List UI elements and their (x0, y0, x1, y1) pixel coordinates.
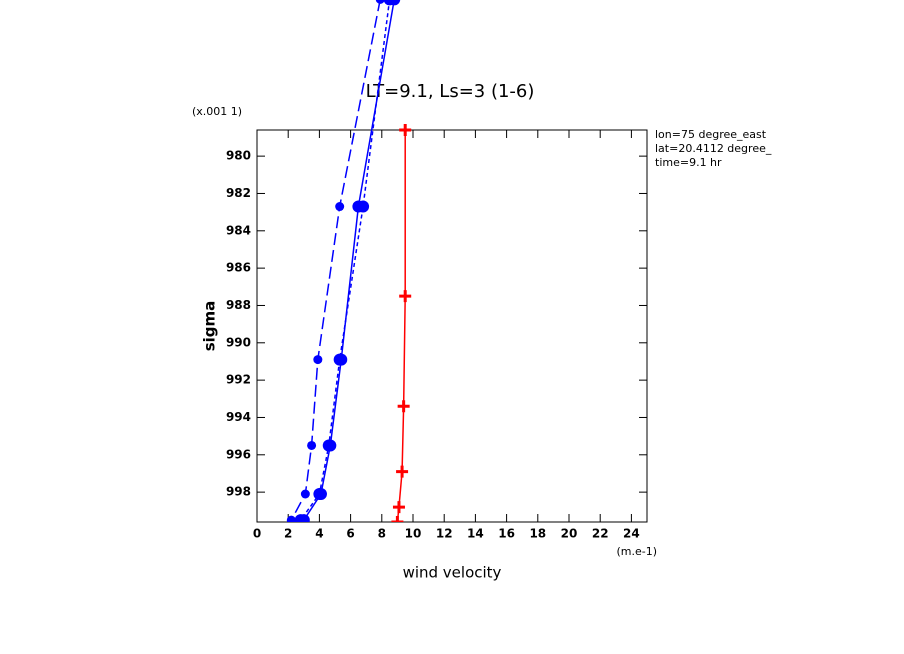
point-marker (313, 488, 326, 500)
x-tick-label: 16 (498, 527, 515, 541)
y-tick-label: 996 (226, 447, 251, 461)
y-tick-label: 998 (226, 485, 251, 499)
point-marker (335, 202, 345, 212)
chart-title: LT=9.1, Ls=3 (1-6) (366, 81, 535, 102)
x-tick-label: 24 (623, 527, 640, 541)
x-axis-label: wind velocity (403, 564, 502, 582)
x-tick-label: 8 (378, 527, 386, 541)
y-tick-label: 982 (226, 186, 251, 200)
point-marker (392, 501, 405, 514)
y-tick-label: 994 (226, 410, 251, 424)
point-marker (307, 440, 317, 450)
point-marker (397, 400, 410, 413)
x-unit: (m.e-1) (616, 545, 657, 558)
y-tick-label: 986 (226, 261, 251, 275)
x-tick-label: 6 (346, 527, 354, 541)
y-unit: (x.001 1) (192, 105, 242, 118)
point-marker (399, 290, 412, 303)
profile-line (396, 130, 406, 522)
plot-frame (256, 129, 648, 523)
point-marker (396, 465, 409, 478)
x-tick-label: 22 (592, 527, 609, 541)
x-tick-label: 18 (529, 527, 546, 541)
point-marker (294, 514, 307, 522)
y-tick-label: 992 (226, 373, 251, 387)
profile-line (303, 0, 395, 521)
point-marker (383, 0, 396, 6)
x-tick-label: 4 (315, 527, 323, 541)
y-tick-label: 990 (226, 335, 251, 349)
y-tick-label: 980 (226, 149, 251, 163)
x-tick-label: 10 (405, 527, 422, 541)
annotation: lat=20.4112 degree_ (655, 142, 772, 155)
point-marker (286, 515, 296, 522)
point-marker (333, 353, 346, 366)
x-tick-label: 12 (436, 527, 453, 541)
y-tick-label: 988 (226, 298, 251, 312)
y-axis-label: sigma (201, 301, 219, 352)
plot-area (286, 0, 412, 522)
x-tick-label: 14 (467, 527, 484, 541)
point-marker (399, 124, 412, 136)
profile-line (290, 0, 381, 521)
x-tick-label: 0 (253, 527, 261, 541)
point-marker (357, 200, 370, 213)
annotation: time=9.1 hr (655, 156, 722, 169)
annotation: lon=75 degree_east (655, 128, 767, 141)
y-tick-label: 984 (226, 223, 251, 237)
x-tick-label: 20 (561, 527, 578, 541)
point-marker (322, 439, 335, 452)
point-marker (375, 0, 385, 4)
point-marker (391, 516, 404, 522)
point-marker (300, 489, 310, 499)
x-tick-label: 2 (284, 527, 292, 541)
point-marker (313, 355, 323, 365)
